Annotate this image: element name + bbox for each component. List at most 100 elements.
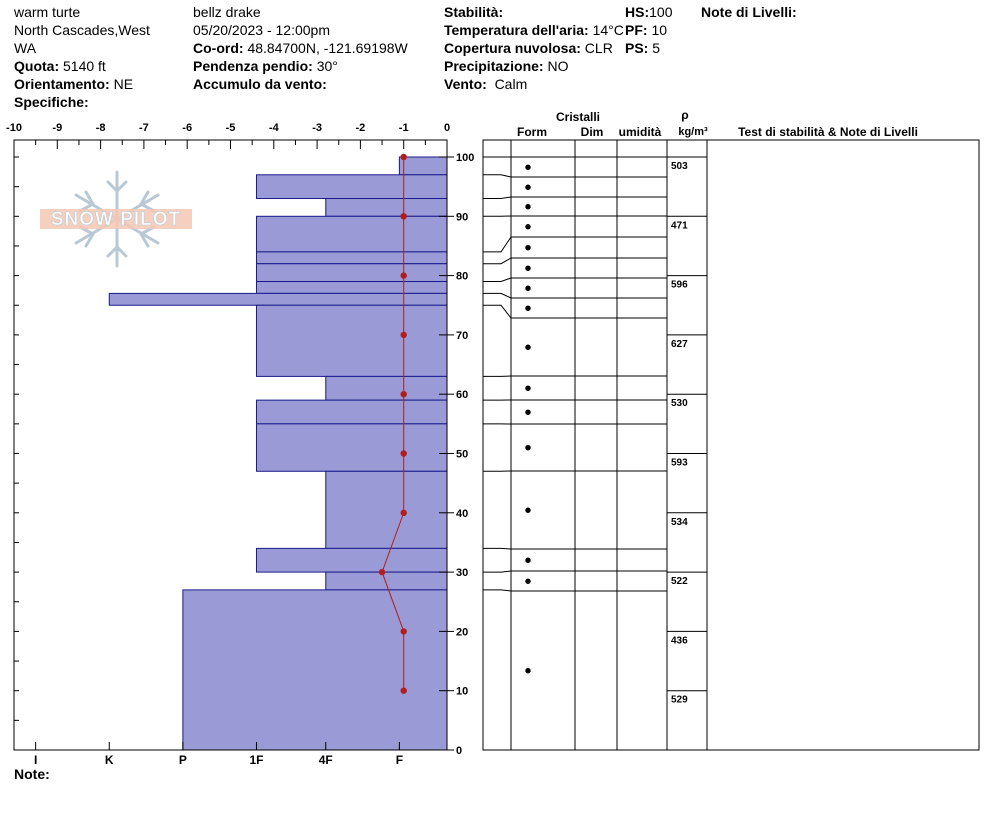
hardness-bar	[255, 251, 448, 265]
wind-value: Calm	[494, 76, 528, 92]
hardness-bar	[255, 399, 448, 425]
grain-form-symbol: •	[524, 258, 531, 280]
temperature-point	[400, 628, 407, 635]
depth-tick-label: 60	[456, 389, 468, 401]
sky-cover-value: CLR	[584, 40, 613, 56]
temp-tick-label: -3	[312, 122, 322, 134]
snow-height: HS:100	[625, 4, 672, 20]
location-range: North Cascades,West	[14, 22, 150, 38]
coordinates-value: 48.84700N, -121.69198W	[247, 40, 408, 56]
wind-label: Vento:	[444, 76, 487, 92]
coordinates-label: Co-ord:	[193, 40, 244, 56]
precipitation-label: Precipitazione:	[444, 58, 544, 74]
elevation-value: 5140 ft	[63, 58, 106, 74]
depth-tick-label: 80	[456, 271, 468, 283]
depth-tick-label: 90	[456, 211, 468, 223]
hardness-tick-label: 1F	[249, 753, 263, 767]
temp-tick-label: -10	[6, 122, 22, 134]
slope-angle: Pendenza pendio: 30°	[193, 58, 338, 74]
density-units-header: kg/m³	[678, 126, 708, 138]
snow-pilot-watermark: SNOW PILOT	[40, 170, 192, 268]
foot-penetration: PF: 10	[625, 22, 668, 38]
aspect-value: NE	[113, 76, 134, 92]
temperature-point	[400, 153, 407, 161]
hardness-bar	[255, 423, 448, 472]
temperature-point	[400, 331, 407, 339]
layer-connector	[483, 277, 512, 283]
aspect-label: Orientamento:	[14, 76, 110, 92]
crystals-header: Cristalli	[556, 110, 600, 124]
grain-form-symbol: •	[524, 500, 531, 522]
temp-tick-label: -5	[226, 122, 236, 134]
sky-cover-label: Copertura nuvolosa:	[444, 40, 581, 56]
temp-tick-label: -7	[139, 122, 149, 134]
wind-loading-label: Accumulo da vento:	[193, 76, 327, 92]
hardness-bar	[255, 174, 448, 200]
layer-connector	[483, 257, 512, 265]
density-value: 593	[671, 458, 688, 469]
specifics-label: Specifiche:	[14, 94, 89, 110]
grain-form-symbol: •	[524, 217, 531, 239]
grain-form-symbol: •	[524, 197, 531, 219]
hardness-bar	[108, 292, 448, 306]
hardness-bar	[255, 215, 448, 253]
air-temperature-value: 14°C	[592, 22, 624, 38]
hardness-bar	[182, 589, 448, 751]
hardness-bar	[325, 198, 448, 217]
aspect: Orientamento: NE	[14, 76, 133, 92]
temp-tick-label: 0	[444, 122, 450, 134]
grain-form-symbol: •	[524, 550, 531, 572]
temperature-point	[400, 391, 407, 398]
foot-penetration-value: 10	[651, 22, 668, 38]
grain-form-symbol: •	[524, 177, 531, 199]
depth-tick-label: 0	[456, 745, 462, 757]
snow-height-value: 100	[649, 4, 673, 20]
air-temperature: Temperatura dell'aria: 14°C	[444, 22, 624, 38]
grain-form-symbol: •	[524, 378, 531, 400]
temperature-point	[400, 213, 407, 220]
form-header: Form	[517, 125, 547, 139]
moisture-header: umidità	[619, 125, 662, 139]
depth-tick-label: 50	[456, 449, 468, 461]
elevation-label: Quota:	[14, 58, 60, 74]
layer-connector	[483, 196, 512, 200]
ski-penetration: PS: 5	[625, 40, 660, 56]
density-value: 471	[671, 220, 688, 231]
datetime: 05/20/2023 - 12:00pm	[193, 22, 330, 38]
density-value: 627	[671, 339, 688, 350]
depth-tick-label: 30	[456, 567, 468, 579]
layer-notes-label: Note di Livelli:	[701, 4, 797, 20]
wind: Vento: Calm	[444, 76, 527, 92]
elevation: Quota: 5140 ft	[14, 58, 106, 74]
slope-angle-label: Pendenza pendio:	[193, 58, 313, 74]
hardness-bar	[255, 263, 448, 283]
slope-angle-value: 30°	[316, 58, 338, 74]
temp-tick-label: -2	[356, 122, 366, 134]
density-value: 522	[671, 576, 688, 587]
hardness-bar	[255, 281, 448, 294]
location-name: warm turte	[14, 4, 81, 20]
temperature-point	[400, 687, 407, 694]
layer-connector	[483, 589, 512, 592]
density-symbol-header: ρ	[681, 108, 688, 122]
temp-tick-label: -4	[269, 122, 280, 134]
snow-height-label: HS:	[625, 4, 650, 20]
tests-header: Test di stabilità & Note di Livelli	[738, 125, 918, 139]
hardness-tick-label: 4F	[319, 753, 333, 767]
depth-tick-label: 70	[456, 330, 468, 342]
stability-label: Stabilità:	[444, 4, 504, 20]
notes-label: Note:	[14, 766, 50, 782]
temperature-line	[381, 157, 405, 691]
density-value: 530	[671, 398, 688, 409]
hardness-tick-label: I	[34, 753, 37, 767]
layer-connector	[483, 570, 512, 573]
temp-tick-label: -9	[52, 122, 62, 134]
layer-connector	[483, 292, 512, 299]
precipitation: Precipitazione: NO	[444, 58, 568, 74]
hardness-bar	[398, 156, 448, 176]
temp-tick-label: -8	[96, 122, 106, 134]
grain-form-symbol: •	[524, 438, 531, 460]
layer-table: Cristalli Form Dim umidità ρ kg/m³ Test di sta…	[482, 108, 980, 751]
temperature-point	[400, 509, 407, 516]
